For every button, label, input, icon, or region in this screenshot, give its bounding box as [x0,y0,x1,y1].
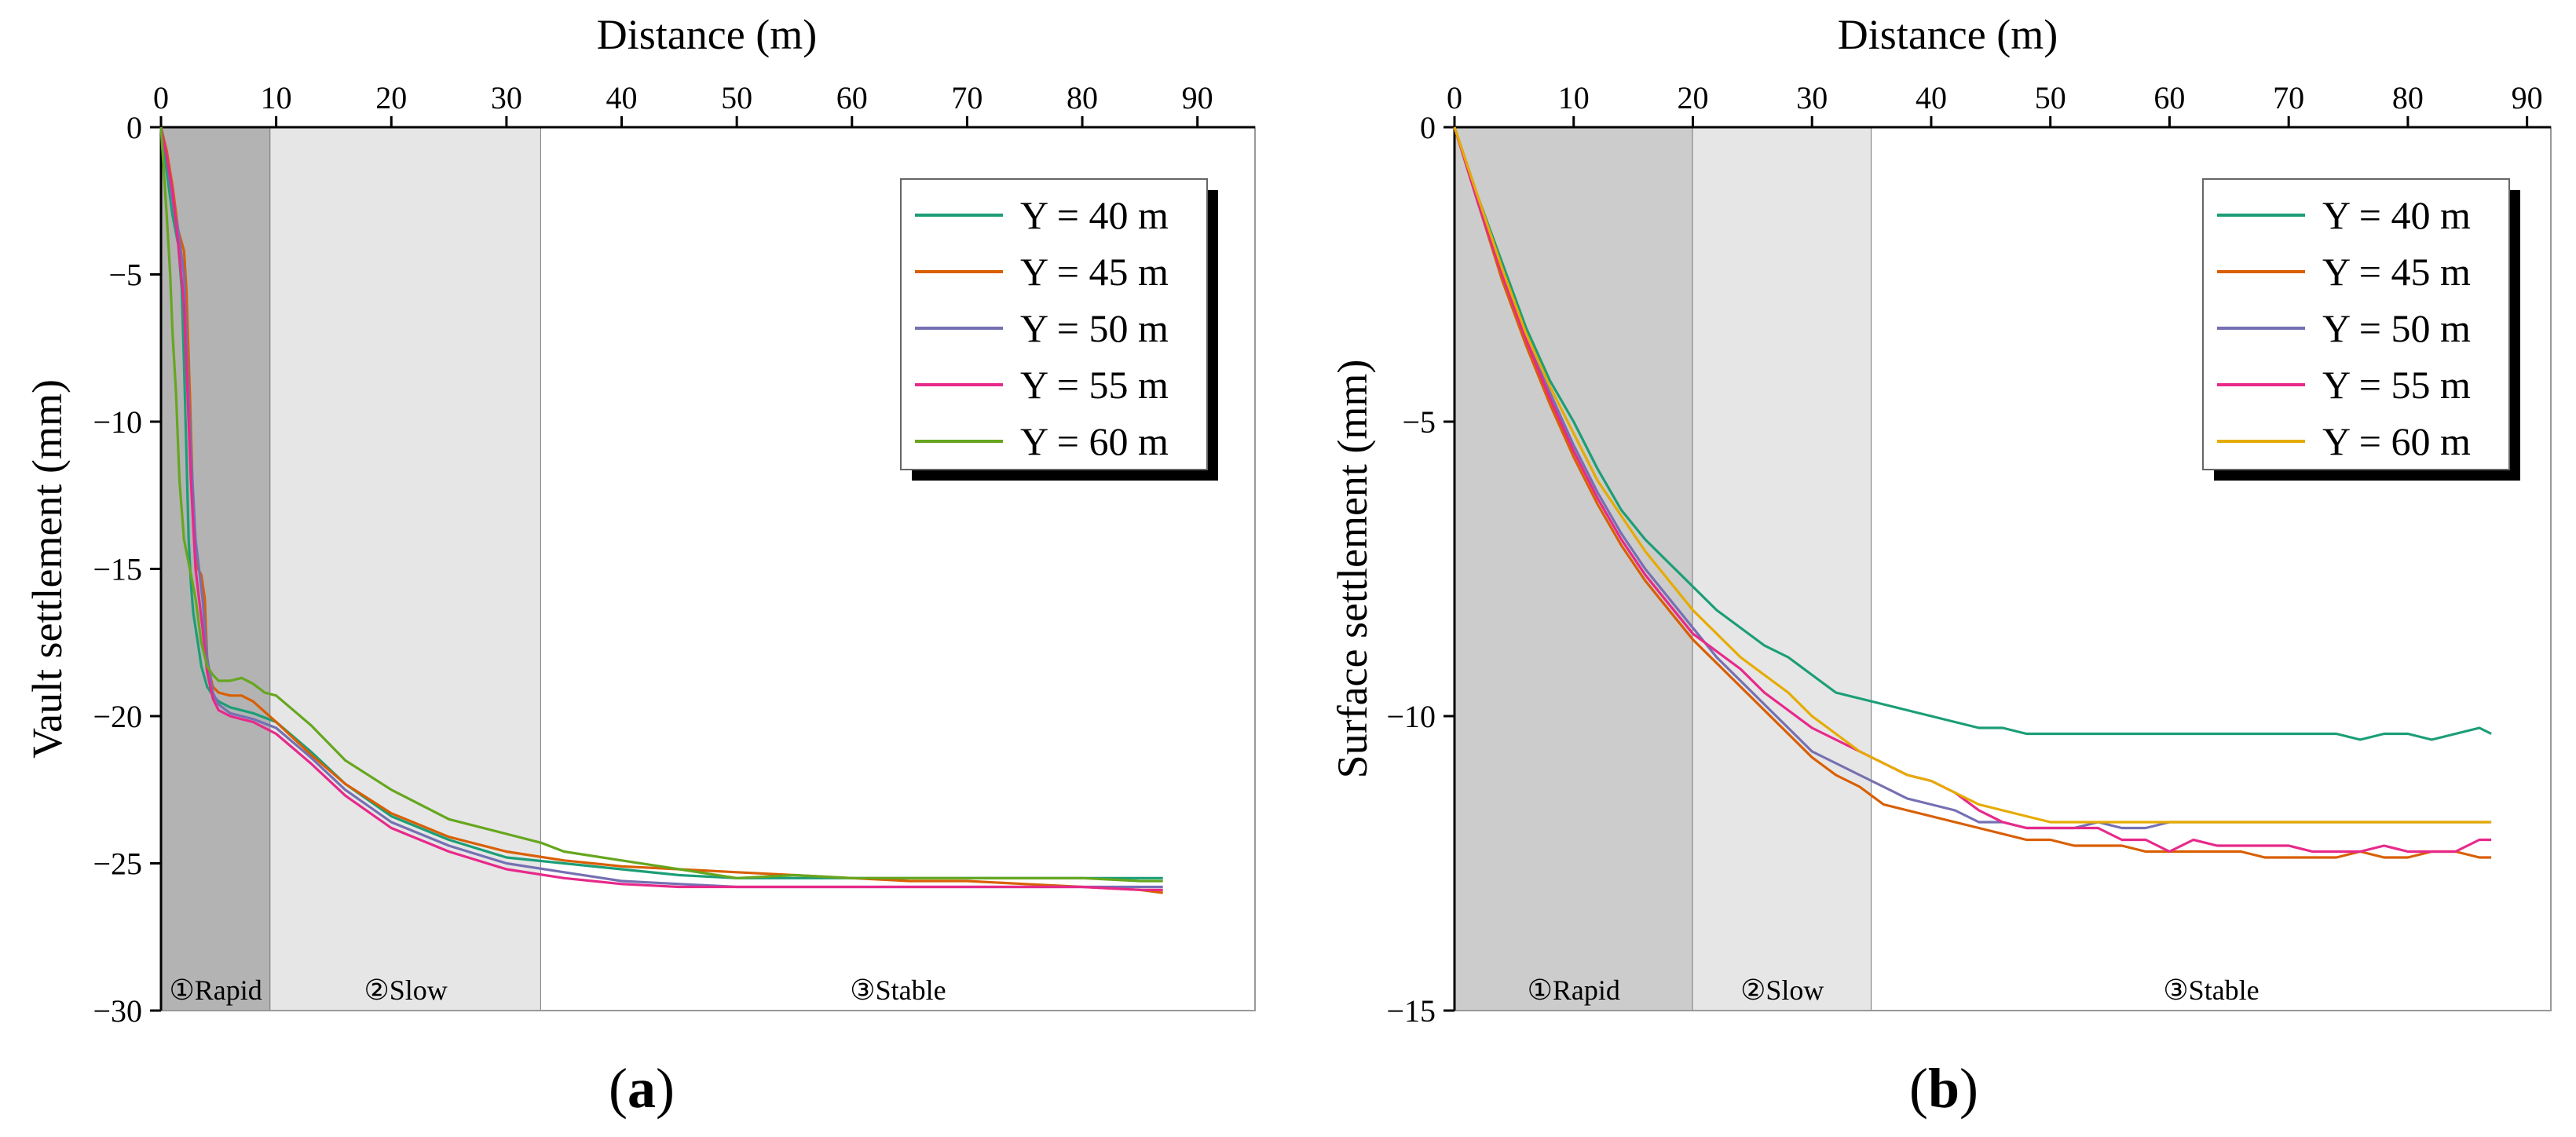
y-axis-title: Surface settlement (mm) [1329,360,1376,779]
x-axis-title: Distance (m) [597,11,817,58]
x-tick-label: 60 [836,80,868,115]
chart-vault-settlement: ①Rapid ②Slow ③Stable 0 10 20 30 40 50 60 70 80 90 0 −5… [24,11,1256,1029]
legend-label-y-50-m: Y = 50 m [2322,306,2471,350]
x-tick-label: 70 [951,80,982,115]
y-tick-label: −15 [1386,993,1436,1029]
phase-region-slow [1692,127,1872,1011]
x-tick-label: 70 [2273,80,2304,115]
legend-label-y-60-m: Y = 60 m [1020,419,1169,463]
y-tick-label: −10 [93,404,142,440]
y-tick-label: −15 [93,552,142,587]
x-tick-label: 60 [2153,80,2185,115]
panel-label-a: (a) [609,1057,675,1120]
phase-label-slow: ②Slow [364,974,447,1006]
phase-label-rapid: ①Rapid [170,974,262,1006]
panel-label-paren-close: ) [656,1057,675,1120]
panel-label-paren-close: ) [1959,1057,1978,1120]
series-line-y-55-m [1453,126,2492,854]
legend-label-y-45-m: Y = 45 m [2322,250,2471,294]
legend-label-y-50-m: Y = 50 m [1020,306,1169,350]
phase-region-rapid [161,127,271,1011]
x-tick-label: 10 [261,80,292,115]
x-tick-label: 20 [375,80,407,115]
series-line-y-45-m [1453,126,2492,859]
legend-box [2202,178,2510,470]
panel-label-letter: a [628,1057,656,1120]
y-tick-label: −25 [93,846,142,882]
legend-label-y-60-m: Y = 60 m [2322,419,2471,463]
phase-label-stable: ③Stable [2163,974,2259,1006]
x-tick-label: 40 [1916,80,1947,115]
series-line-y-40-m [1453,126,2492,741]
x-tick-label: 80 [1067,80,1098,115]
series-line-y-60-m [1453,126,2492,824]
x-tick-label: 0 [153,80,169,115]
panel-label-paren-open: ( [609,1057,628,1120]
phase-region-slow [270,127,541,1011]
series-line-y-60-m [159,126,1163,883]
y-tick-label: −10 [1386,699,1436,734]
x-tick-label: 10 [1558,80,1590,115]
phase-region-rapid [1454,127,1693,1011]
x-tick-label: 40 [606,80,638,115]
panel-label-b: (b) [1909,1057,1978,1120]
y-tick-label: −5 [108,258,142,293]
phase-label-stable: ③Stable [850,974,946,1006]
y-tick-label: −20 [93,699,142,734]
panel-label-letter: b [1928,1057,1959,1120]
legend: Y = 40 m Y = 45 m Y = 50 m Y = 55 m Y = 60 m [900,178,1218,481]
y-tick-label: 0 [126,110,142,145]
legend-box [900,178,1208,470]
panel-label-paren-open: ( [1909,1057,1928,1120]
y-axis-title: Vault settlement (mm) [24,379,71,759]
x-tick-label: 50 [721,80,752,115]
legend-label-y-55-m: Y = 55 m [2322,363,2471,407]
x-tick-label: 80 [2392,80,2424,115]
x-tick-label: 90 [2512,80,2543,115]
y-tick-label: −30 [93,993,142,1029]
x-tick-label: 90 [1182,80,1213,115]
y-tick-label: −5 [1402,404,1436,440]
series-line-y-55-m [159,126,1163,891]
legend-label-y-45-m: Y = 45 m [1020,250,1169,294]
legend-label-y-55-m: Y = 55 m [1020,363,1169,407]
x-tick-label: 30 [1796,80,1828,115]
phase-label-rapid: ①Rapid [1528,974,1620,1006]
legend: Y = 40 m Y = 45 m Y = 50 m Y = 55 m Y = 60 m [2202,178,2520,481]
x-tick-label: 50 [2035,80,2066,115]
legend-label-y-40-m: Y = 40 m [2322,193,2471,237]
legend-label-y-40-m: Y = 40 m [1020,193,1169,237]
chart-surface-settlement: ①Rapid ②Slow ③Stable 0 10 20 30 40 50 60 70 80 90 0 −5… [1329,11,2552,1029]
x-tick-label: 0 [1447,80,1462,115]
x-axis-title: Distance (m) [1838,11,2058,58]
y-tick-label: 0 [1420,110,1436,145]
x-tick-label: 20 [1677,80,1708,115]
x-tick-label: 30 [491,80,522,115]
phase-label-slow: ②Slow [1740,974,1824,1006]
